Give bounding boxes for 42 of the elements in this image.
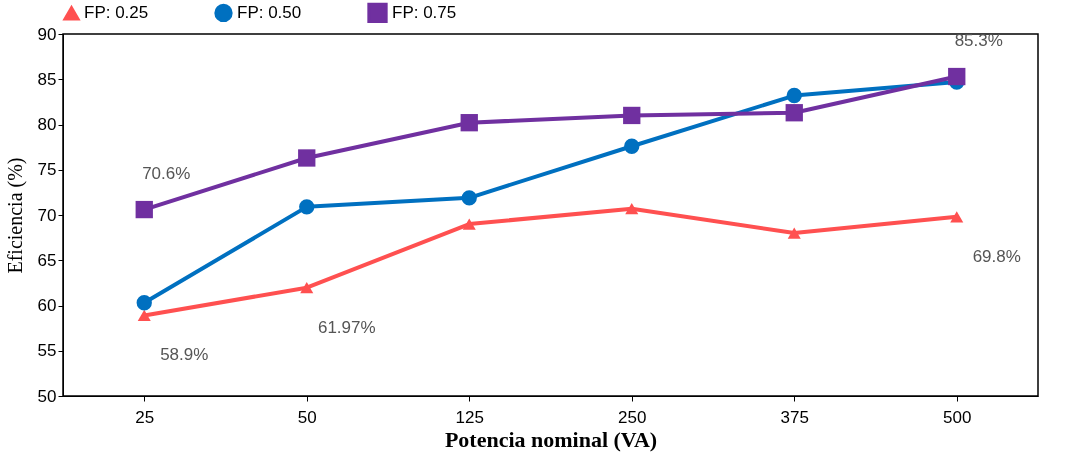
point bbox=[135, 200, 153, 219]
y-tick-label: 70 bbox=[37, 205, 57, 225]
point bbox=[785, 104, 803, 122]
point bbox=[298, 149, 316, 167]
point bbox=[462, 218, 476, 230]
data-label: 85.3% bbox=[954, 30, 1003, 50]
y-tick-label: 90 bbox=[37, 24, 57, 44]
legend-label: FP: 0.50 bbox=[237, 2, 302, 22]
y-tick-label: 85 bbox=[37, 69, 57, 89]
x-tick-label: 250 bbox=[618, 407, 647, 427]
point bbox=[137, 309, 151, 322]
y-tick-label: 55 bbox=[37, 341, 57, 361]
x-axis-title: Potencia nominal (VA) bbox=[444, 426, 658, 452]
point bbox=[136, 295, 152, 311]
point bbox=[948, 67, 966, 86]
point bbox=[950, 211, 964, 223]
point bbox=[623, 106, 641, 125]
x-tick-label: 125 bbox=[455, 407, 484, 427]
point bbox=[624, 138, 640, 154]
point bbox=[461, 190, 477, 206]
data-label: 69.8% bbox=[972, 246, 1021, 266]
legend-label: FP: 0.25 bbox=[84, 3, 149, 23]
point bbox=[299, 199, 315, 215]
data-label: 61.97% bbox=[317, 317, 376, 337]
point bbox=[300, 282, 314, 294]
point bbox=[786, 87, 802, 104]
legend-label: FP: 0.75 bbox=[392, 2, 457, 22]
x-tick-label: 25 bbox=[135, 407, 155, 427]
y-tick-label: 50 bbox=[37, 386, 57, 406]
x-tick-label: 50 bbox=[297, 407, 317, 427]
point bbox=[625, 203, 639, 215]
data-label: 70.6% bbox=[142, 163, 191, 183]
y-tick-label: 60 bbox=[37, 296, 57, 315]
data-label: 58.9% bbox=[160, 345, 209, 365]
point bbox=[460, 114, 478, 132]
point bbox=[787, 227, 801, 239]
y-tick-label: 65 bbox=[37, 250, 57, 270]
y-tick-label: 75 bbox=[37, 160, 57, 180]
x-tick-label: 500 bbox=[943, 407, 972, 427]
x-tick-label: 375 bbox=[780, 407, 809, 427]
y-tick-label: 80 bbox=[37, 115, 57, 134]
y-axis-title: Eficiencia (%) bbox=[3, 157, 27, 274]
